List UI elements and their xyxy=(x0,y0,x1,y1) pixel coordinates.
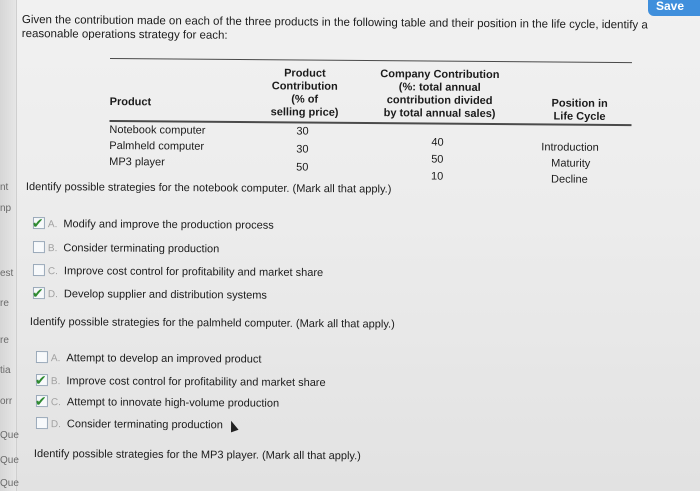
checkbox[interactable]: ✔ xyxy=(31,215,45,232)
checkmark-icon: ✔ xyxy=(31,215,44,232)
option-row[interactable]: D. Consider terminating production xyxy=(35,416,239,433)
save-button[interactable]: Save xyxy=(648,0,700,16)
sidebar-item[interactable]: tia xyxy=(0,365,11,376)
header-product-contribution: Product Contribution (% of selling price… xyxy=(270,67,339,119)
option-label: Improve cost control for profitability a… xyxy=(66,375,326,390)
checkbox[interactable]: ✔ xyxy=(34,372,48,389)
option-label: Develop supplier and distribution system… xyxy=(63,288,267,302)
checkbox[interactable]: ✔ xyxy=(34,393,48,410)
option-row[interactable]: ✔ B. Improve cost control for profitabilit… xyxy=(34,372,326,390)
left-sidebar: nt np est re re tia orr Que Que Que xyxy=(0,0,19,491)
checkbox[interactable] xyxy=(32,264,45,277)
row-product: Palmheld computer xyxy=(109,139,205,153)
option-row[interactable]: B. Consider terminating production xyxy=(32,240,220,257)
option-row[interactable]: ✔ A. Modify and improve the production pro… xyxy=(31,215,274,232)
option-label: Improve cost control for profitability a… xyxy=(63,265,324,280)
option-label: Modify and improve the production proces… xyxy=(63,218,274,232)
option-row[interactable]: ✔ C. Attempt to innovate high-volume produ… xyxy=(34,393,280,410)
header-position: Position in Life Cycle xyxy=(551,97,608,123)
option-row[interactable]: ✔ D. Develop supplier and distribution sys… xyxy=(31,285,267,302)
checkmark-icon: ✔ xyxy=(34,372,47,389)
question-prompt: Identify possible strategies for the MP3… xyxy=(33,448,361,463)
row-company-contribution: 10 xyxy=(431,170,444,183)
question-prompt: Identify possible strategies for the not… xyxy=(25,181,392,196)
header-product: Product xyxy=(109,95,152,109)
sidebar-item[interactable]: re xyxy=(0,335,9,346)
question-prompt: Identify possible strategies for the pal… xyxy=(29,316,395,331)
row-company-contribution: 50 xyxy=(431,153,444,166)
row-product: MP3 player xyxy=(109,155,165,169)
sidebar-item[interactable]: np xyxy=(0,203,12,214)
row-product-contribution: 50 xyxy=(296,161,309,174)
checkbox[interactable]: ✔ xyxy=(31,285,45,302)
mouse-cursor-icon xyxy=(227,419,239,433)
option-label: Consider terminating production xyxy=(63,242,220,256)
question-intro: Given the contribution made on each of t… xyxy=(21,13,648,42)
option-label: Consider terminating production xyxy=(66,418,223,432)
row-product: Notebook computer xyxy=(109,123,206,137)
sidebar-item[interactable]: Que xyxy=(0,430,19,441)
row-position: Maturity xyxy=(551,157,591,170)
checkbox[interactable] xyxy=(32,241,45,254)
row-product-contribution: 30 xyxy=(296,143,309,156)
option-row[interactable]: A. Attempt to develop an improved product xyxy=(35,350,262,368)
option-label: Attempt to innovate high-volume producti… xyxy=(66,396,280,410)
sidebar-item[interactable]: Que xyxy=(0,455,19,466)
sidebar-item[interactable]: re xyxy=(0,298,9,309)
sidebar-item[interactable]: nt xyxy=(0,182,9,193)
option-row[interactable]: C. Improve cost control for profitability… xyxy=(32,263,324,281)
sidebar-item[interactable]: orr xyxy=(0,396,13,407)
sidebar-item[interactable]: Que xyxy=(0,478,19,489)
checkbox[interactable] xyxy=(35,351,48,364)
row-position: Introduction xyxy=(541,141,599,154)
row-position: Decline xyxy=(551,173,588,186)
sidebar-item[interactable]: est xyxy=(0,268,14,279)
header-company-contribution: Company Contribution (%: total annual co… xyxy=(380,68,500,121)
checkmark-icon: ✔ xyxy=(31,285,44,302)
checkbox[interactable] xyxy=(35,417,48,430)
table-top-rule xyxy=(109,58,632,64)
contribution-table: Product Product Contribution (% of selli… xyxy=(109,58,635,192)
option-label: Attempt to develop an improved product xyxy=(66,352,262,366)
row-company-contribution: 40 xyxy=(431,136,444,149)
checkmark-icon: ✔ xyxy=(34,393,47,410)
row-product-contribution: 30 xyxy=(296,125,309,138)
